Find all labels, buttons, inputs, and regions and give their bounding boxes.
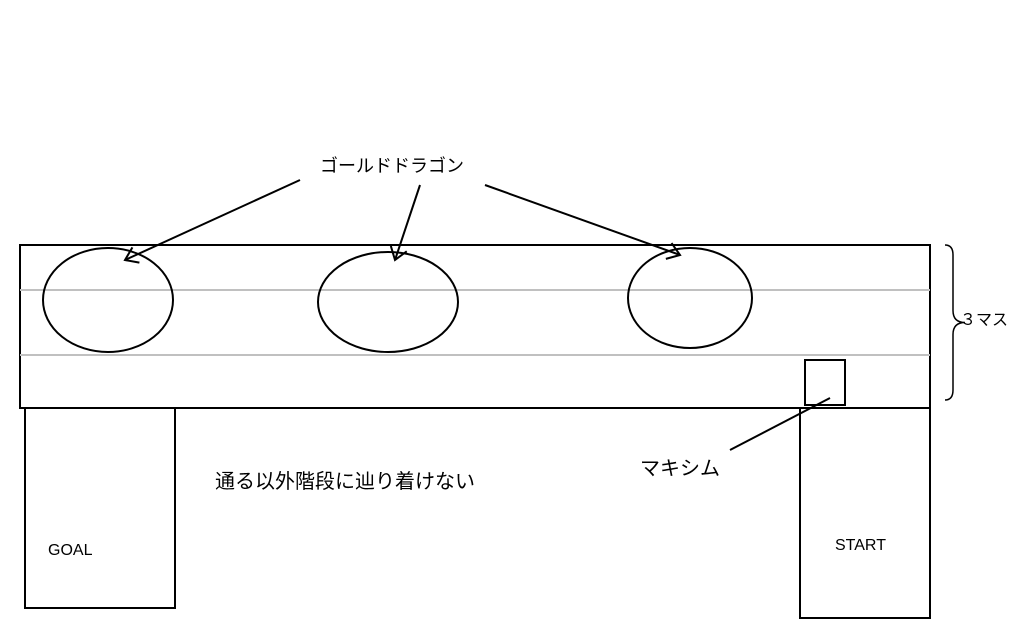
pointer-label: マキシム [640,458,720,480]
player-square [805,360,845,405]
start-box [800,408,930,618]
arrow-line-2 [395,185,420,260]
goal-box [25,408,175,608]
goal-text: GOAL [48,542,93,559]
title-arrows [125,180,680,263]
right-count-label: ３マス [960,312,1008,329]
arrow-line-1 [125,180,300,260]
enemy-circles [43,248,752,352]
enemy-circle-3 [628,248,752,348]
pointer-line [730,398,830,450]
caption-label: 通る以外階段に辿り着けない [215,470,475,493]
title-label: ゴールドドラゴン [320,156,464,176]
enemy-circle-1 [43,248,173,352]
corridor-rect [20,245,930,408]
diagram-canvas: ゴールドドラゴン ３マス 通る以外階段に辿り着けない マキシム GOAL STA… [0,0,1012,638]
enemy-circle-2 [318,252,458,352]
start-text: START [835,537,886,554]
